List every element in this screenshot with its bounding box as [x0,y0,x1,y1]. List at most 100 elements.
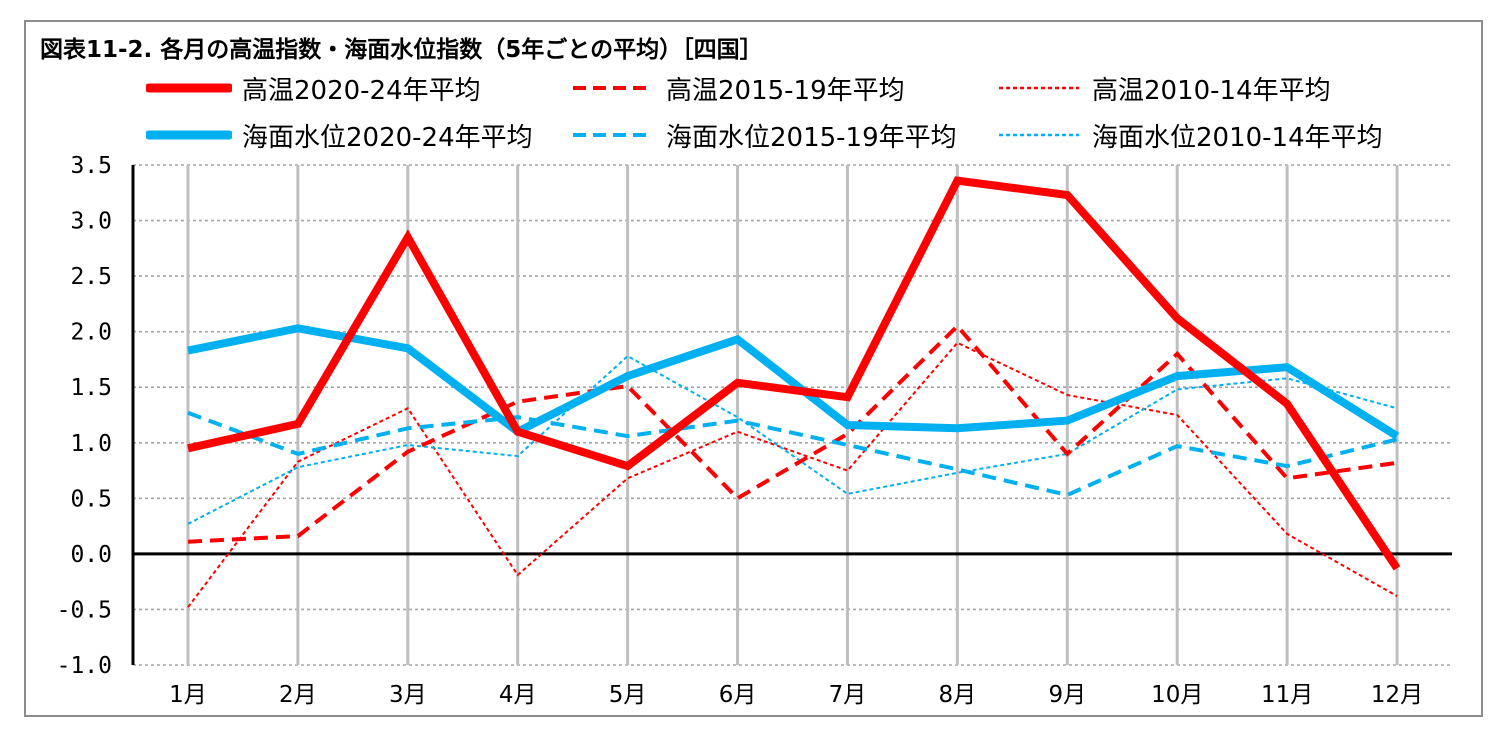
x-tick-label: 1月 [169,682,207,708]
legend-label: 高温2015-19年平均 [666,75,905,106]
series-5-point [956,472,958,474]
series-0-point [956,180,958,182]
series-4-point [517,416,519,418]
series-2-point [956,342,958,344]
y-tick-label: 0.0 [70,542,112,568]
legend-swatch-sea-2010-14 [999,133,1079,137]
series-4-point [627,435,629,437]
legend-entry-sea-2020-24: 海面水位2020-24年平均 [146,117,533,153]
series-5-point [627,355,629,357]
x-tick-label: 12月 [1371,682,1423,708]
series-line-0 [187,176,1401,571]
series-4-point [846,444,848,446]
series-3-point [846,424,848,426]
legend-label: 海面水位2015-19年平均 [666,122,957,153]
x-tick-label: 2月 [279,682,317,708]
legend-swatch-heat-2015-19 [573,86,653,90]
series-4-point [956,468,958,470]
x-tick-label: 8月 [939,682,977,708]
series-2-point [517,574,519,576]
x-tick-label: 7月 [829,682,867,708]
series-0-point [297,423,299,425]
series-0-point [846,396,848,398]
series-4-point [1286,465,1288,467]
series-2-point [1396,595,1398,597]
x-tick-label: 3月 [389,682,427,708]
series-2-point [407,407,409,409]
y-tick-label: 2.5 [70,264,112,290]
series-4-point [407,427,409,429]
series-1-point [1176,353,1178,355]
series-4-point [187,412,189,414]
series-2-point [297,461,299,463]
series-3-point [1176,375,1178,377]
series-3-point [407,347,409,349]
y-tick-label: -0.5 [57,597,112,623]
series-5-point [1286,377,1288,379]
y-tick-label: 3.5 [70,153,112,179]
chart-title: 図表11-2. 各月の高温指数・海面水位指数（5年ごとの平均）［四国］ [40,37,763,63]
series-1-point [187,541,189,543]
series-0-point [737,382,739,384]
x-tick-label: 6月 [719,682,757,708]
series-0-point [1176,317,1178,319]
legend-label: 海面水位2010-14年平均 [1092,122,1383,153]
series-5-point [517,455,519,457]
series-line-4 [187,410,1398,498]
series-5-point [1396,407,1398,409]
series-2-point [1286,533,1288,535]
series-1-point [737,497,739,499]
series-2-point [627,477,629,479]
x-tick-label: 10月 [1151,682,1203,708]
x-tick-label: 9月 [1048,682,1086,708]
y-tick-label: -1.0 [57,653,112,679]
series-1-point [297,535,299,537]
y-tick-label: 0.5 [70,486,112,512]
x-tick-label: 11月 [1261,682,1313,708]
series-0-point [1396,567,1398,569]
series-3-point [187,350,189,352]
series-2-point [1066,394,1068,396]
series-2-point [737,431,739,433]
legend-entry-sea-2010-14: 海面水位2010-14年平均 [996,117,1383,153]
y-tick-label: 3.0 [70,209,112,235]
series-line-5 [187,354,1398,525]
series-0-point [187,447,189,449]
legend-swatch-sea-2015-19 [573,133,653,137]
series-4-point [1396,438,1398,440]
series-4-point [297,453,299,455]
series-0-point [517,431,519,433]
series-5-point [846,493,848,495]
series-1-point [407,451,409,453]
series-line-3 [187,324,1400,440]
series-3-point [737,338,739,340]
x-tick-label: 5月 [609,682,647,708]
series-0-point [407,236,409,238]
series-3-point [956,427,958,429]
series-1-point [627,385,629,387]
series-5-point [407,444,409,446]
series-0-point [1286,403,1288,405]
legend-label: 高温2010-14年平均 [1092,75,1331,106]
legend-label: 海面水位2020-24年平均 [242,122,533,153]
series-4-point [1066,494,1068,496]
legend-entry-heat-2010-14: 高温2010-14年平均 [996,70,1331,106]
legend-entry-sea-2015-19: 海面水位2015-19年平均 [570,117,957,153]
series-line-2 [187,341,1398,608]
series-3-point [1396,435,1398,437]
series-0-point [1066,194,1068,196]
series-5-point [187,523,189,525]
series-1-point [1066,453,1068,455]
legend-swatch-heat-2010-14 [999,86,1079,90]
y-tick-label: 1.5 [70,375,112,401]
series-0-point [627,465,629,467]
series-3-point [297,327,299,329]
y-tick-label: 2.0 [70,320,112,346]
series-2-point [846,470,848,472]
legend-label: 高温2020-24年平均 [242,75,481,106]
legend-entry-heat-2015-19: 高温2015-19年平均 [570,70,905,106]
series-5-point [737,416,739,418]
series-1-point [517,401,519,403]
series-3-point [1286,366,1288,368]
